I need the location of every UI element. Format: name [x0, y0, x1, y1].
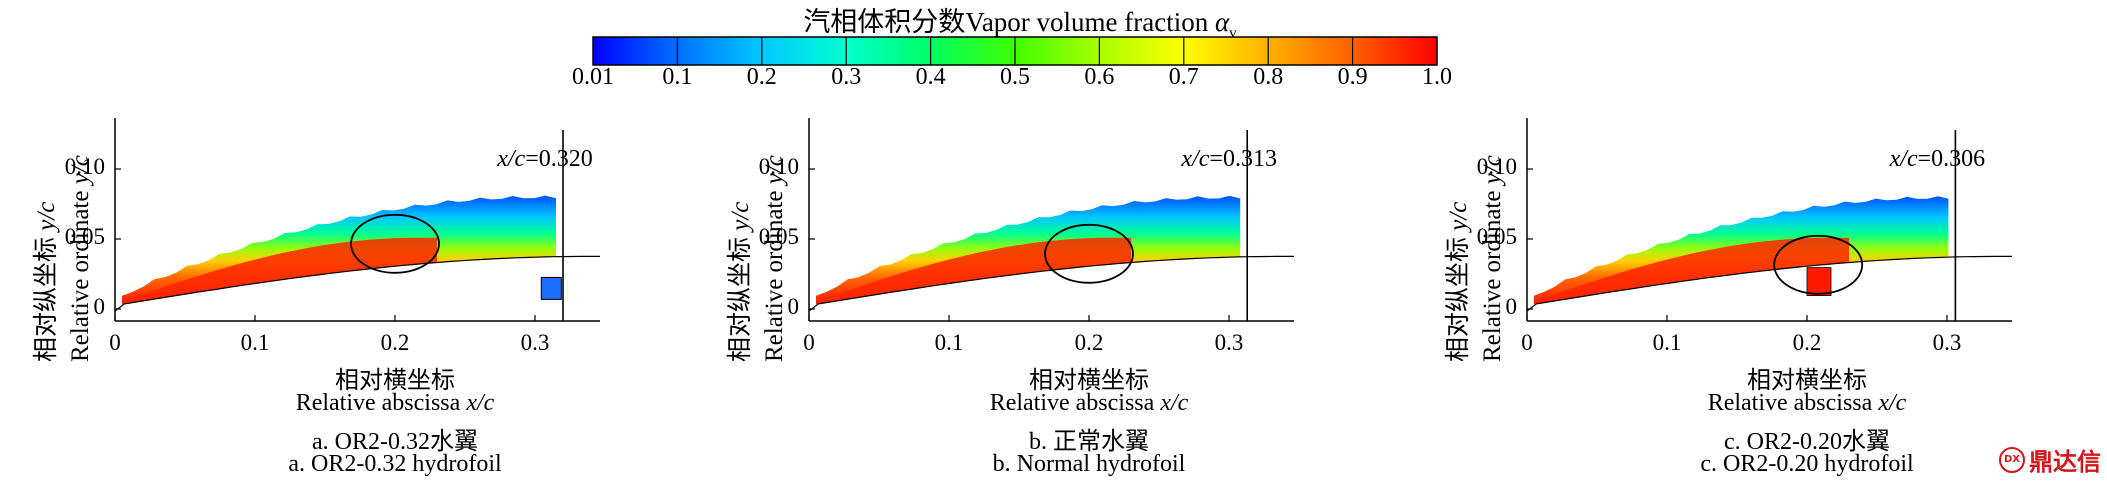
hydrofoil-panel-3: [1526, 118, 2012, 322]
caption-en: b. Normal hydrofoil: [992, 451, 1186, 477]
colorbar-tick-label: 0.01: [572, 64, 614, 90]
x-tick-label: 0.2: [1792, 330, 1822, 355]
x-tick-label: 0.1: [1652, 330, 1682, 355]
x-axis-label-en: Relative abscissa x/c: [989, 390, 1189, 416]
cavity-core: [823, 237, 1131, 304]
y-tick-label: 0: [787, 294, 800, 319]
y-tick-label: 0: [1505, 294, 1518, 319]
x-axis-label-cn: 相对横坐标: [1747, 368, 1867, 394]
x-tick-label: 0.2: [1074, 330, 1104, 355]
x-tick-label: 0.1: [934, 330, 964, 355]
colorbar-tick-label: 0.1: [662, 64, 693, 90]
caption-en: a. OR2-0.32 hydrofoil: [288, 451, 502, 477]
x-tick-label: 0: [1521, 330, 1533, 355]
y-tick-label: 0.05: [64, 224, 105, 249]
colorbar-tick-label: 0.4: [915, 64, 946, 90]
cut-position-label: x/c=0.313: [1181, 146, 1277, 172]
colorbar-tick-label: 0.8: [1253, 64, 1284, 90]
colorbar-title-text: 汽相体积分数Vapor volume fraction: [803, 7, 1215, 37]
cut-position-label: x/c=0.320: [497, 146, 593, 172]
highlight-ellipse: [1773, 234, 1864, 295]
hydrofoil-surface: [114, 255, 600, 312]
x-tick-label: 0.2: [380, 330, 410, 355]
x-axis-label-en: Relative abscissa x/c: [1707, 390, 1907, 416]
x-tick-label: 0.1: [240, 330, 270, 355]
colorbar-tick-label: 0.2: [746, 64, 777, 90]
highlight-ellipse: [350, 213, 440, 274]
watermark: DX 鼎达信: [1999, 442, 2101, 477]
hydrofoil-panel-1: [114, 118, 600, 322]
colorbar-tick-label: 0.6: [1084, 64, 1115, 90]
colorbar-tick-label: 0.3: [831, 64, 862, 90]
y-tick-label: 0.05: [1476, 224, 1517, 249]
colorbar-tick-label: 1.0: [1422, 64, 1452, 90]
groove-cavity: [540, 276, 562, 300]
y-tick-label: 0.10: [1476, 154, 1517, 179]
logo-icon: DX: [1999, 446, 2025, 473]
y-tick-label: 0: [93, 294, 106, 319]
colorbar-tick-label: 0.9: [1337, 64, 1368, 90]
y-tick-label: 0.10: [64, 154, 105, 179]
colorbar-title: 汽相体积分数Vapor volume fraction αv: [600, 0, 1440, 42]
x-tick-label: 0.3: [1932, 330, 1962, 355]
caption-cn: a. OR2-0.32水翼: [312, 429, 478, 455]
colorbar-tick-label: 0.7: [1168, 64, 1199, 90]
cavity-core: [1541, 237, 1849, 304]
x-tick-label: 0: [109, 330, 121, 355]
colorbar-title-symbol: α: [1214, 7, 1230, 37]
x-tick-label: 0.3: [1214, 330, 1244, 355]
caption-cn: c. OR2-0.20水翼: [1724, 429, 1890, 455]
y-tick-label: 0.05: [758, 224, 799, 249]
cut-position-label: x/c=0.306: [1889, 146, 1986, 172]
y-tick-label: 0.10: [758, 154, 799, 179]
x-tick-label: 0: [803, 330, 815, 355]
x-axis-label-cn: 相对横坐标: [1029, 368, 1149, 394]
watermark-text: 鼎达信: [2029, 448, 2101, 476]
groove-cavity: [1806, 267, 1832, 297]
cavity-core: [129, 237, 437, 304]
hydrofoil-surface: [808, 255, 1294, 312]
hydrofoil-panel-2: [808, 118, 1294, 322]
colorbar: [592, 36, 1438, 66]
colorbar-title-sub: v: [1229, 25, 1237, 42]
highlight-ellipse: [1044, 223, 1134, 284]
x-axis-label-cn: 相对横坐标: [335, 368, 455, 394]
colorbar-tick-label: 0.5: [1000, 64, 1030, 90]
caption-cn: b. 正常水翼: [1029, 429, 1149, 455]
hydrofoil-surface: [1526, 255, 2012, 312]
caption-en: c. OR2-0.20 hydrofoil: [1700, 451, 1914, 477]
x-tick-label: 0.3: [520, 330, 550, 355]
x-axis-label-en: Relative abscissa x/c: [295, 390, 495, 416]
